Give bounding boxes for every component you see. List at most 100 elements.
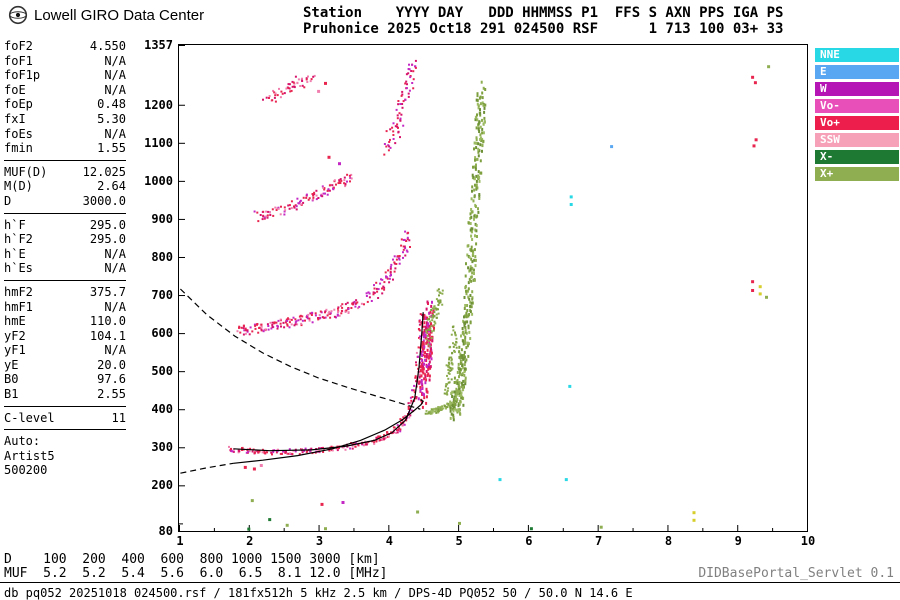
legend-item-w: W bbox=[815, 82, 899, 96]
param-value: N/A bbox=[104, 261, 126, 276]
param-label: hmF1 bbox=[4, 299, 33, 314]
param-value: 0.48 bbox=[97, 97, 126, 112]
param-label: D bbox=[4, 193, 12, 208]
param-row: fxI 5.30 bbox=[4, 112, 126, 127]
station-header: Station YYYY DAY DDD HHMMSS P1 FFS S AXN… bbox=[303, 5, 783, 37]
footer-rule bbox=[0, 582, 900, 583]
param-value: 104.1 bbox=[89, 328, 126, 343]
param-value: N/A bbox=[104, 126, 126, 141]
param-label: yF1 bbox=[4, 343, 26, 358]
legend-item-nne: NNE bbox=[815, 48, 899, 62]
x-axis-label: 1 bbox=[176, 534, 184, 548]
param-value: 295.0 bbox=[89, 217, 126, 232]
logo-text: Lowell GIRO Data Center bbox=[34, 6, 205, 24]
param-row: h`Es N/A bbox=[4, 261, 126, 276]
param-label: Auto: bbox=[4, 434, 41, 449]
param-label: h`F2 bbox=[4, 232, 33, 247]
y-axis-label: 700 bbox=[151, 288, 173, 303]
param-row: foEp 0.48 bbox=[4, 97, 126, 112]
param-row: h`F 295.0 bbox=[4, 218, 126, 233]
x-axis-label: 3 bbox=[315, 534, 324, 548]
axis-ticks bbox=[179, 45, 774, 531]
giro-logo-icon bbox=[8, 5, 28, 25]
sidebar-separator bbox=[4, 405, 126, 407]
x-axis-label: 4 bbox=[385, 534, 393, 548]
param-label: foE bbox=[4, 82, 26, 97]
y-axis-label: 400 bbox=[151, 402, 173, 417]
param-label: M(D) bbox=[4, 179, 33, 194]
doppler-legend: NNE E W Vo- Vo+ SSW X- X+ bbox=[815, 48, 899, 184]
muf-d-row: D 100 200 400 600 800 1000 1500 3000 [km… bbox=[4, 552, 380, 567]
x-axis-label: 9 bbox=[734, 534, 742, 548]
param-label: h`F bbox=[4, 217, 26, 232]
param-row: B0 97.6 bbox=[4, 372, 126, 387]
param-row: Artist5 bbox=[4, 449, 126, 464]
param-value: N/A bbox=[104, 53, 126, 68]
param-label: C-level bbox=[4, 410, 55, 425]
param-row: hmF2 375.7 bbox=[4, 285, 126, 300]
param-value: 4.550 bbox=[89, 39, 126, 53]
param-row: foE N/A bbox=[4, 83, 126, 98]
sidebar-separator bbox=[4, 212, 126, 214]
param-row: fmin 1.55 bbox=[4, 141, 126, 156]
param-label: foEp bbox=[4, 97, 33, 112]
param-row: hmF1 N/A bbox=[4, 300, 126, 315]
param-value: N/A bbox=[104, 82, 126, 97]
param-label: hmE bbox=[4, 314, 26, 329]
y-axis-label: 1100 bbox=[144, 135, 173, 150]
x-axis-label: 6 bbox=[525, 534, 533, 548]
param-row: D 3000.0 bbox=[4, 194, 126, 209]
station-header-line1: Station YYYY DAY DDD HHMMSS P1 FFS S AXN… bbox=[303, 5, 784, 21]
param-label: yF2 bbox=[4, 328, 26, 343]
x-axis-label: 2 bbox=[246, 534, 254, 548]
y-axis-label: 1357 bbox=[144, 38, 173, 52]
muf-row: MUF 5.2 5.2 5.4 5.6 6.0 6.5 8.1 12.0 [MH… bbox=[4, 566, 388, 581]
param-value: 12.025 bbox=[82, 164, 126, 179]
param-value: 5.30 bbox=[97, 111, 126, 126]
legend-item-ssw: SSW bbox=[815, 133, 899, 147]
param-value: N/A bbox=[104, 343, 126, 358]
param-row: yF1 N/A bbox=[4, 343, 126, 358]
x-axis-label: 7 bbox=[595, 534, 603, 548]
servlet-version: DIDBasePortal_Servlet 0.1 bbox=[698, 566, 894, 581]
x-axis-label: 10 bbox=[800, 534, 816, 548]
ionogram-canvas bbox=[179, 45, 774, 531]
param-value: N/A bbox=[104, 299, 126, 314]
x-axis-label: 5 bbox=[455, 534, 463, 548]
param-row: yF2 104.1 bbox=[4, 329, 126, 344]
giro-logo[interactable]: Lowell GIRO Data Center bbox=[8, 5, 204, 25]
legend-item-vominus: Vo- bbox=[815, 99, 899, 113]
legend-item-e: E bbox=[815, 65, 899, 79]
sidebar-separator bbox=[4, 159, 126, 161]
y-axis-label: 1200 bbox=[144, 97, 173, 112]
param-label: foEs bbox=[4, 126, 33, 141]
param-value: 11 bbox=[111, 410, 126, 425]
param-row: 500200 bbox=[4, 463, 126, 478]
record-info: db pq052 20251018 024500.rsf / 181fx512h… bbox=[4, 586, 633, 600]
parameter-sidebar: foF2 4.550 foF1 N/A foF1p N/A foE N/A foEp 0.48 fx… bbox=[4, 39, 126, 478]
param-row: MUF(D) 12.025 bbox=[4, 165, 126, 180]
param-label: fmin bbox=[4, 141, 33, 156]
param-label: h`E bbox=[4, 246, 26, 261]
param-label: fxI bbox=[4, 111, 26, 126]
param-row: foF1 N/A bbox=[4, 54, 126, 69]
legend-item-xminus: X- bbox=[815, 150, 899, 164]
muf-table: D 100 200 400 600 800 1000 1500 3000 [km… bbox=[4, 553, 388, 581]
y-axis-label: 900 bbox=[151, 211, 173, 226]
param-label: B0 bbox=[4, 372, 19, 387]
param-row: C-level 11 bbox=[4, 411, 126, 426]
y-axis-label: 1000 bbox=[144, 173, 173, 188]
param-label: MUF(D) bbox=[4, 164, 48, 179]
param-value: 20.0 bbox=[97, 357, 126, 372]
ionogram-plot: 1 2 3 4 5 6 7 8 9 10 80 200 300 400 500 600 700 800 900 100… bbox=[144, 38, 815, 548]
param-label: yE bbox=[4, 357, 19, 372]
param-row: foF2 4.550 bbox=[4, 39, 126, 54]
legend-item-voplus: Vo+ bbox=[815, 116, 899, 130]
param-row: B1 2.55 bbox=[4, 387, 126, 402]
param-value: 375.7 bbox=[89, 284, 126, 299]
station-header-line2: Pruhonice 2025 Oct18 291 024500 RSF 1 71… bbox=[303, 21, 784, 37]
param-value: 97.6 bbox=[97, 372, 126, 387]
y-axis-label: 300 bbox=[151, 440, 173, 455]
param-label: 500200 bbox=[4, 463, 48, 478]
param-label: foF1 bbox=[4, 53, 33, 68]
